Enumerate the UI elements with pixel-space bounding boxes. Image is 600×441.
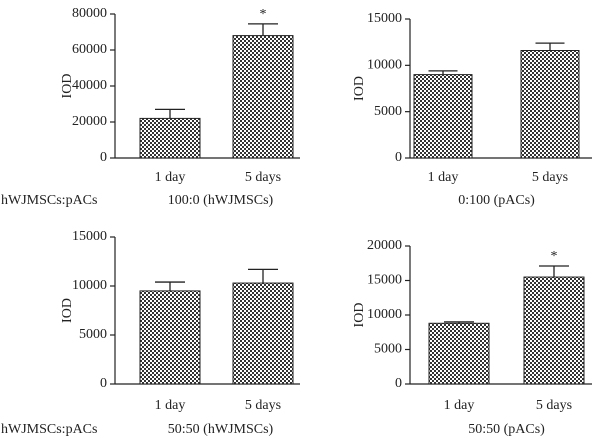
y-axis-label: IOD [60, 298, 75, 323]
bar [139, 117, 201, 159]
y-tick-label: 20000 [72, 114, 107, 129]
y-tick-label: 0 [395, 150, 402, 165]
x-tick-label: 5 days [245, 170, 281, 185]
bar [139, 290, 201, 385]
caption: 50:50 (pACs) [468, 422, 545, 437]
y-tick-label: 10000 [72, 278, 107, 293]
row-label: hWJMSCs:pACs [1, 422, 97, 437]
y-tick-label: 10000 [367, 307, 402, 322]
error-bar [428, 70, 458, 75]
y-tick-label: 5000 [374, 342, 402, 357]
annotation: * [260, 7, 267, 22]
bar [523, 276, 585, 385]
y-tick-label: 5000 [79, 327, 107, 342]
x-tick-label: 5 days [245, 398, 281, 413]
error-bar [444, 321, 474, 324]
y-tick-label: 15000 [367, 11, 402, 26]
y-tick-label: 20000 [367, 238, 402, 253]
x-tick-label: 1 day [155, 398, 186, 413]
x-tick-label: 5 days [536, 398, 572, 413]
y-axis-label: IOD [352, 303, 367, 328]
caption: 100:0 (hWJMSCs) [168, 193, 274, 208]
bar [428, 322, 490, 385]
x-tick-label: 1 day [155, 170, 186, 185]
row-label: hWJMSCs:pACs [1, 193, 97, 208]
y-axis-label: IOD [60, 74, 75, 99]
y-tick-label: 40000 [72, 78, 107, 93]
error-bar [535, 42, 565, 51]
y-tick-label: 80000 [72, 6, 107, 21]
error-bar [155, 108, 185, 119]
y-tick-label: 60000 [72, 42, 107, 57]
caption: 0:100 (pACs) [458, 193, 535, 208]
y-tick-label: 15000 [72, 229, 107, 244]
x-tick-label: 5 days [532, 170, 568, 185]
error-bar [155, 281, 185, 291]
bar [232, 282, 294, 385]
y-tick-label: 5000 [374, 104, 402, 119]
y-tick-label: 0 [100, 376, 107, 391]
annotation: * [551, 249, 558, 264]
error-bar [248, 268, 278, 284]
y-axis-label: IOD [352, 76, 367, 101]
y-tick-label: 0 [395, 376, 402, 391]
x-tick-label: 1 day [428, 170, 459, 185]
y-tick-label: 10000 [367, 58, 402, 73]
bar [232, 35, 294, 159]
bar [520, 50, 580, 159]
error-bar [539, 265, 569, 278]
caption: 50:50 (hWJMSCs) [168, 422, 274, 437]
bar [413, 74, 473, 159]
error-bar [248, 23, 278, 36]
y-tick-label: 0 [100, 150, 107, 165]
y-tick-label: 15000 [367, 273, 402, 288]
x-tick-label: 1 day [444, 398, 475, 413]
